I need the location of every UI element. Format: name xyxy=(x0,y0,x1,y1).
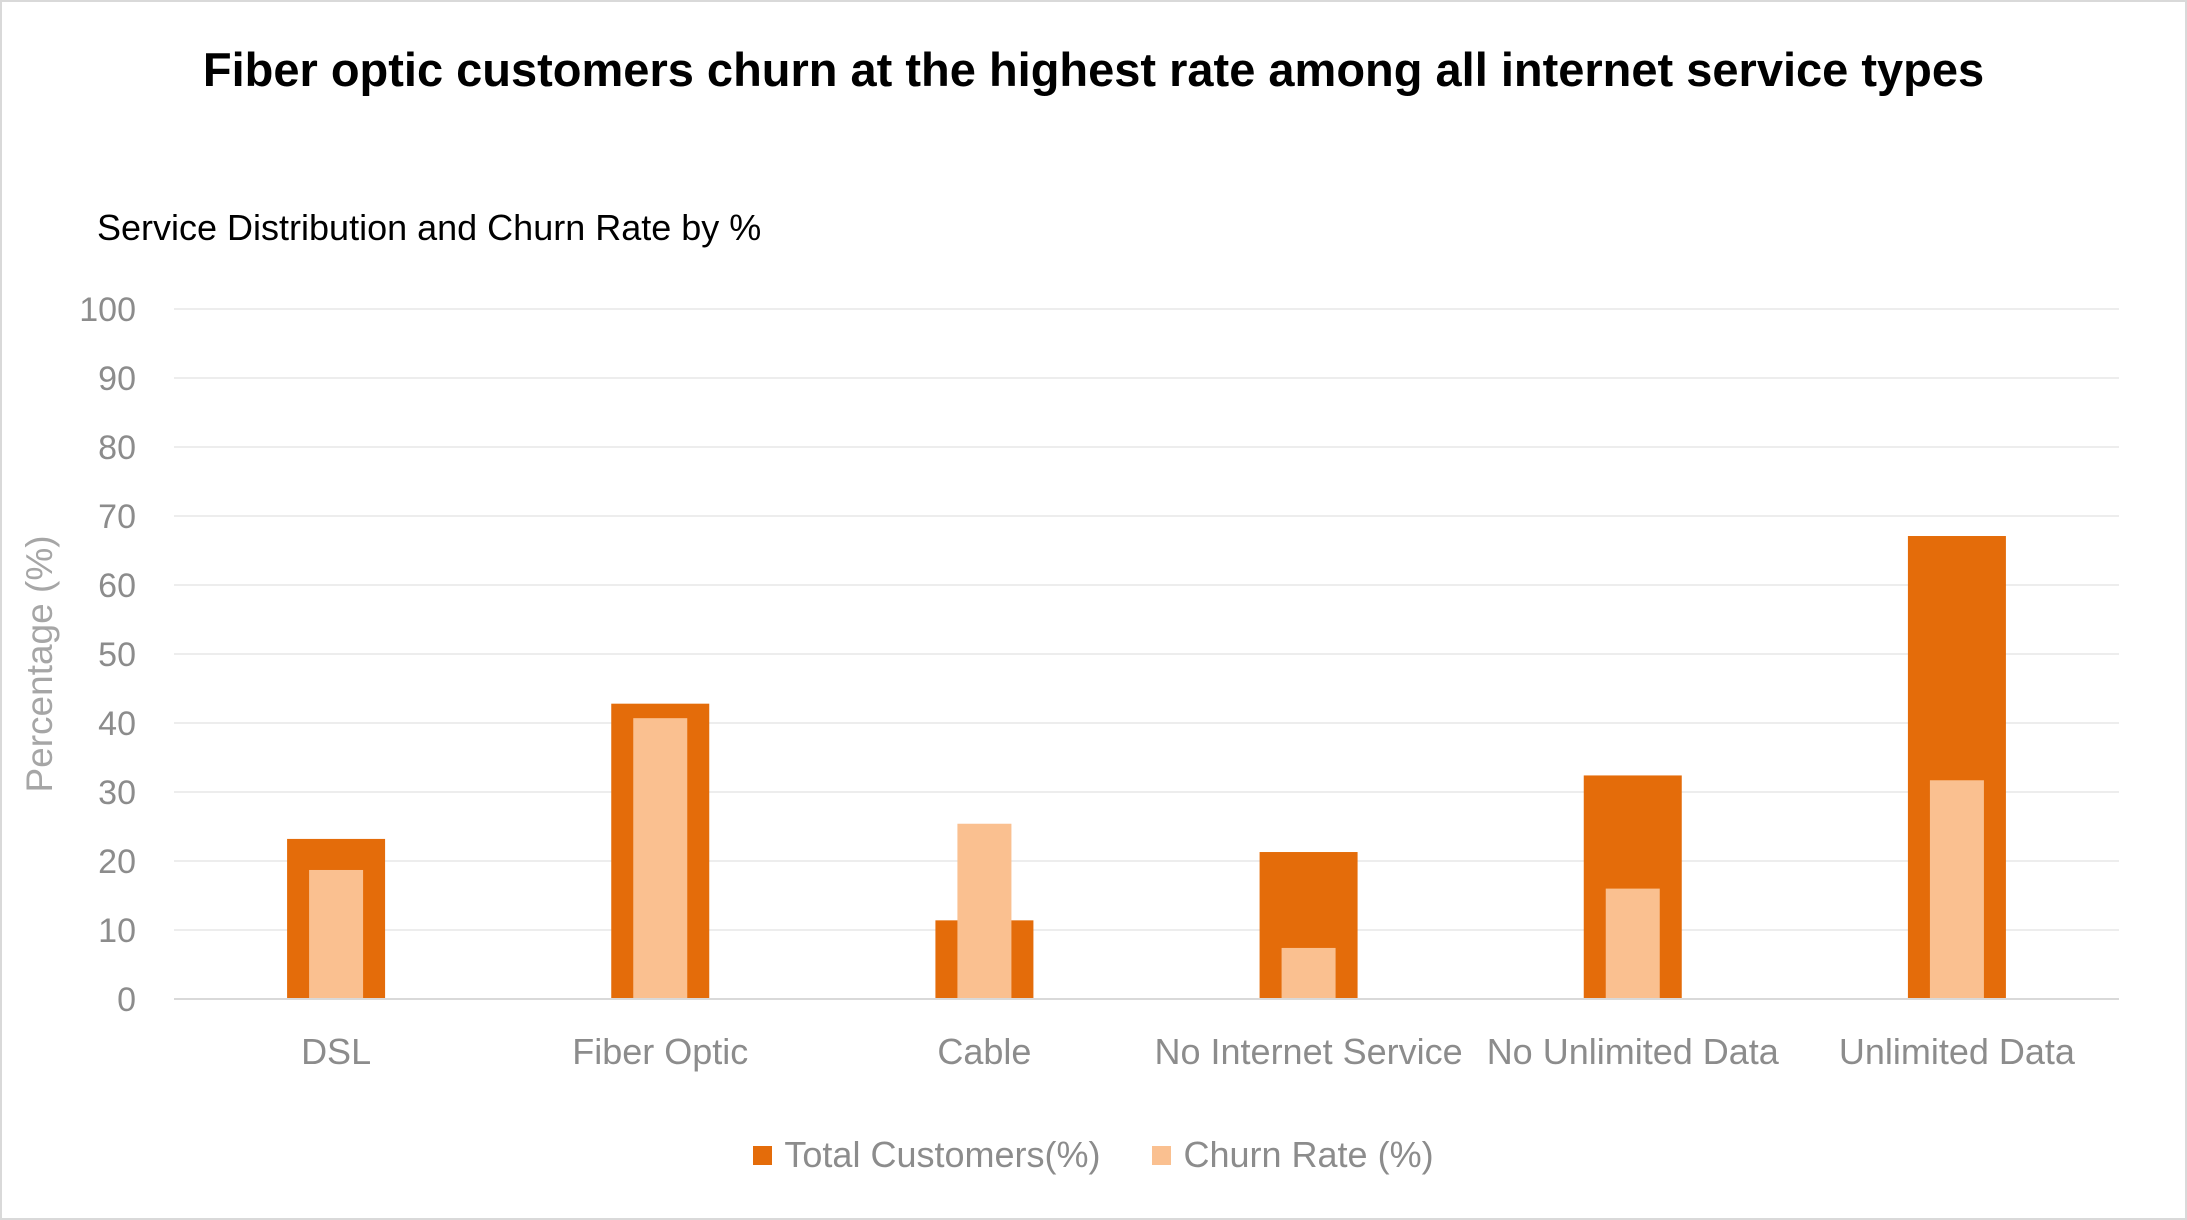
y-tick-label: 10 xyxy=(98,912,136,950)
bars xyxy=(287,536,2006,999)
bar-churn-rate xyxy=(633,718,688,999)
legend: Total Customers(%) Churn Rate (%) xyxy=(0,1134,2187,1176)
chart-title: Fiber optic customers churn at the highe… xyxy=(202,43,1985,96)
bar-churn-rate xyxy=(1281,947,1336,999)
x-tick-label: Unlimited Data xyxy=(1839,1031,2076,1072)
y-axis-ticks: 0 10 20 30 40 50 60 70 80 90 100 xyxy=(79,291,136,1019)
y-tick-label: 60 xyxy=(98,567,136,605)
x-tick-label: Fiber Optic xyxy=(572,1031,748,1072)
x-tick-label: Cable xyxy=(937,1031,1031,1072)
y-tick-label: 90 xyxy=(98,360,136,398)
legend-item: Total Customers(%) xyxy=(753,1134,1100,1176)
bar-churn-rate xyxy=(957,823,1012,999)
y-tick-label: 30 xyxy=(98,774,136,812)
bar-churn-rate xyxy=(1929,780,1984,999)
y-tick-label: 100 xyxy=(79,291,136,329)
bar-churn-rate xyxy=(309,869,364,999)
legend-label: Churn Rate (%) xyxy=(1183,1134,1434,1175)
chart-subtitle: Service Distribution and Churn Rate by % xyxy=(97,207,762,248)
y-tick-label: 20 xyxy=(98,843,136,881)
y-tick-label: 0 xyxy=(117,981,136,1019)
legend-swatch xyxy=(1152,1145,1172,1165)
legend-item: Churn Rate (%) xyxy=(1152,1134,1434,1176)
legend-swatch xyxy=(753,1145,773,1165)
y-axis-title: Percentage (%) xyxy=(19,535,60,792)
y-tick-label: 80 xyxy=(98,429,136,467)
x-axis-ticks: DSL Fiber Optic Cable No Internet Service No… xyxy=(301,1031,2076,1072)
y-tick-label: 70 xyxy=(98,498,136,536)
x-tick-label: No Unlimited Data xyxy=(1487,1031,1780,1072)
y-tick-label: 40 xyxy=(98,705,136,743)
legend-label: Total Customers(%) xyxy=(784,1134,1101,1175)
y-tick-label: 50 xyxy=(98,636,136,674)
x-tick-label: DSL xyxy=(301,1031,371,1072)
gridlines xyxy=(174,308,2119,931)
bar-churn-rate xyxy=(1605,888,1660,999)
x-tick-label: No Internet Service xyxy=(1155,1031,1463,1072)
